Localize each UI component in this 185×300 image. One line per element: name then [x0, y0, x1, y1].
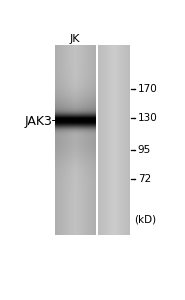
Text: --: -- [50, 115, 65, 128]
Text: 95: 95 [138, 146, 151, 155]
Text: 72: 72 [138, 174, 151, 184]
Text: 130: 130 [138, 113, 158, 123]
Text: 170: 170 [138, 84, 158, 94]
Text: (kD): (kD) [134, 214, 156, 224]
Text: JK: JK [70, 34, 80, 44]
Text: JAK3: JAK3 [25, 115, 52, 128]
